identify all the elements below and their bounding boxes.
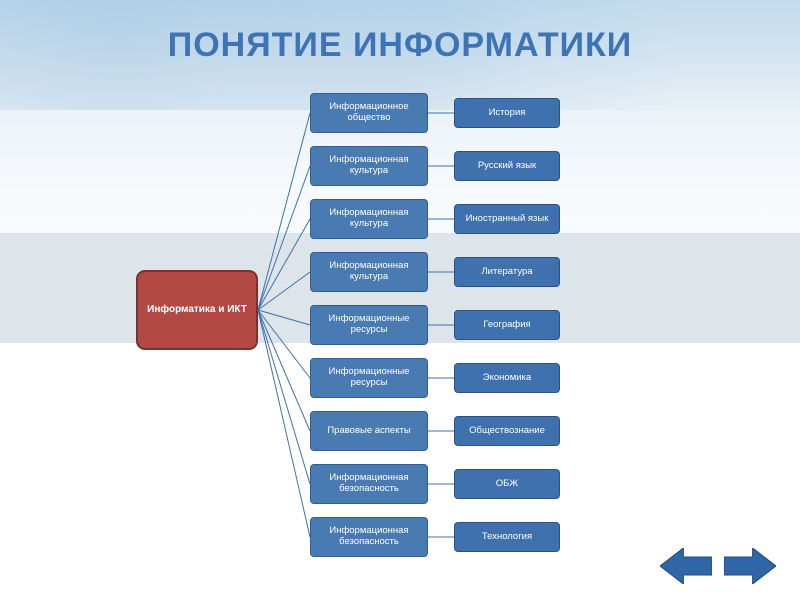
leaf-label: Русский язык bbox=[478, 161, 536, 172]
leaf-node: ОБЖ bbox=[454, 469, 560, 499]
leaf-label: Литература bbox=[481, 267, 532, 278]
mid-label: Информационная культура bbox=[315, 155, 423, 177]
mid-label: Информационное общество bbox=[315, 102, 423, 124]
root-label: Информатика и ИКТ bbox=[147, 304, 247, 316]
mid-node: Информационная безопасность bbox=[310, 517, 428, 557]
page-title: ПОНЯТИЕ ИНФОРМАТИКИ bbox=[0, 26, 800, 65]
leaf-node: Иностранный язык bbox=[454, 204, 560, 234]
arrow-right-icon bbox=[724, 548, 776, 584]
leaf-node: Технология bbox=[454, 522, 560, 552]
nav-next-button[interactable] bbox=[724, 548, 776, 584]
leaf-label: Технология bbox=[482, 532, 532, 543]
mid-label: Информационные ресурсы bbox=[315, 314, 423, 336]
mid-label: Информационная культура bbox=[315, 261, 423, 283]
mid-node: Информационные ресурсы bbox=[310, 358, 428, 398]
mid-label: Правовые аспекты bbox=[327, 426, 410, 437]
arrow-left-icon bbox=[660, 548, 712, 584]
mid-label: Информационные ресурсы bbox=[315, 367, 423, 389]
mid-label: Информационная безопасность bbox=[315, 473, 423, 495]
root-node: Информатика и ИКТ bbox=[136, 270, 258, 350]
leaf-node: Русский язык bbox=[454, 151, 560, 181]
leaf-label: Обществознание bbox=[469, 426, 545, 437]
leaf-node: Литература bbox=[454, 257, 560, 287]
mid-label: Информационная культура bbox=[315, 208, 423, 230]
slide: ПОНЯТИЕ ИНФОРМАТИКИ Информатика и ИКТ Ин… bbox=[0, 0, 800, 600]
mid-node: Информационное общество bbox=[310, 93, 428, 133]
leaf-label: ОБЖ bbox=[496, 479, 518, 490]
leaf-node: История bbox=[454, 98, 560, 128]
mid-node: Информационная культура bbox=[310, 199, 428, 239]
leaf-label: История bbox=[489, 108, 526, 119]
leaf-label: География bbox=[483, 320, 530, 331]
mid-node: Информационные ресурсы bbox=[310, 305, 428, 345]
leaf-label: Иностранный язык bbox=[466, 214, 549, 225]
mid-label: Информационная безопасность bbox=[315, 526, 423, 548]
mid-node: Информационная культура bbox=[310, 146, 428, 186]
mid-node: Информационная культура bbox=[310, 252, 428, 292]
leaf-node: Обществознание bbox=[454, 416, 560, 446]
mid-node: Информационная безопасность bbox=[310, 464, 428, 504]
nav-prev-button[interactable] bbox=[660, 548, 712, 584]
leaf-label: Экономика bbox=[483, 373, 531, 384]
leaf-node: География bbox=[454, 310, 560, 340]
mid-node: Правовые аспекты bbox=[310, 411, 428, 451]
leaf-node: Экономика bbox=[454, 363, 560, 393]
